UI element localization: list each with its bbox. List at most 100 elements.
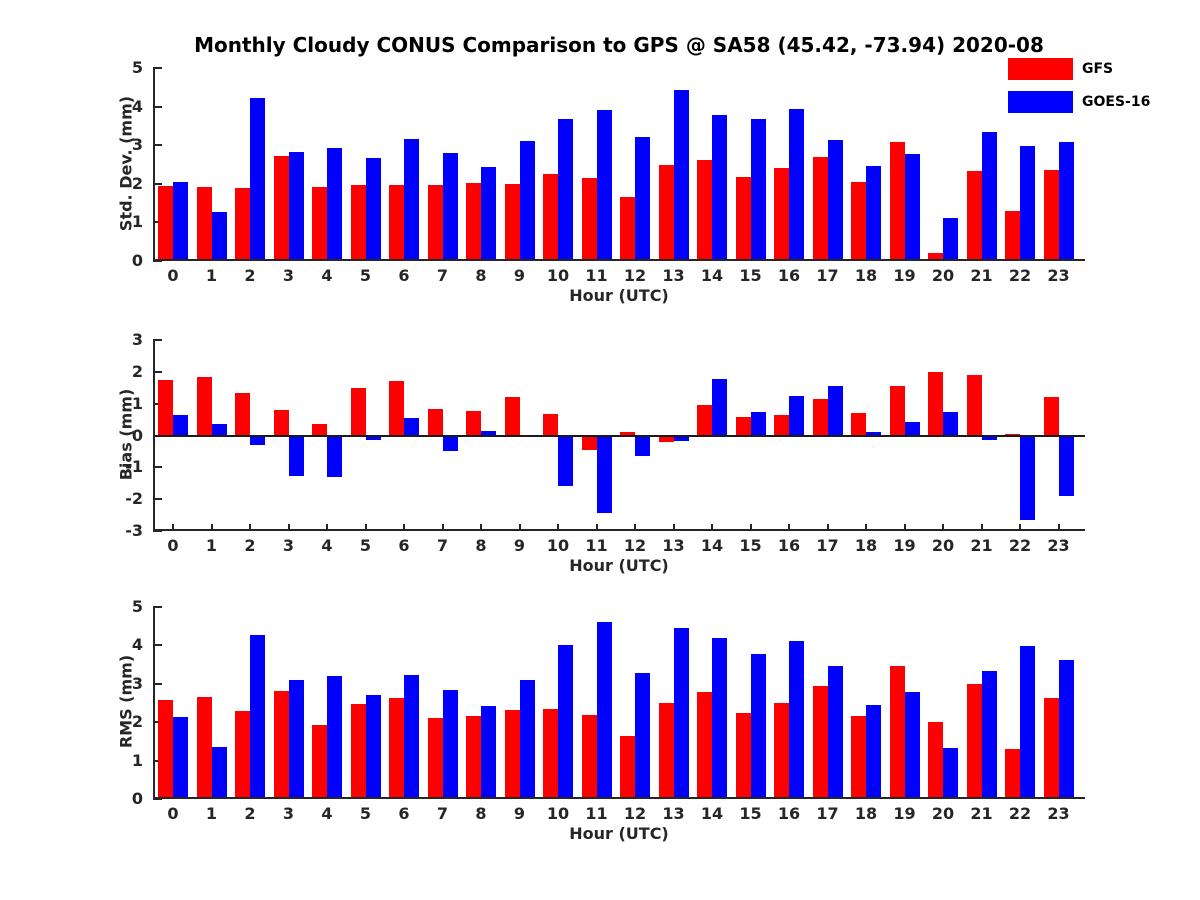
bar-gfs-h2: [235, 710, 250, 799]
xtick-mark: [326, 792, 328, 799]
bar-gfs-h4: [312, 724, 327, 799]
bar-gfs-h14: [697, 692, 712, 799]
bar-goes16-h18: [866, 166, 881, 261]
y-axis-spine: [153, 607, 155, 799]
bar-goes16-h9: [519, 679, 535, 799]
xtick-mark: [364, 524, 367, 531]
bar-goes16-h12: [635, 673, 650, 799]
xtick-label: 3: [282, 804, 295, 823]
xtick-mark: [364, 254, 367, 261]
bar-gfs-h3: [273, 156, 289, 261]
bar-goes16-h4: [327, 676, 342, 799]
xtick-label: 1: [205, 536, 218, 555]
xtick-mark: [942, 254, 944, 261]
bar-goes16-h17: [827, 140, 843, 261]
xtick-mark: [711, 254, 713, 261]
bar-goes16-h0: [173, 716, 188, 799]
xtick-mark: [441, 792, 444, 799]
xtick-mark: [595, 524, 598, 531]
xtick-mark: [1019, 792, 1021, 799]
bar-gfs-h11: [581, 178, 597, 261]
ytick-label: 4: [131, 635, 143, 655]
xtick-label: 12: [623, 266, 647, 285]
xtick-mark: [865, 524, 867, 531]
xtick-mark: [595, 792, 598, 799]
ytick-mark: [153, 434, 162, 437]
bar-gfs-h0: [158, 699, 173, 799]
xtick-mark: [287, 254, 290, 261]
bar-gfs-h12: [620, 432, 635, 436]
bar-gfs-h16: [774, 703, 789, 799]
ytick-mark: [153, 530, 162, 532]
xtick-label: 6: [398, 266, 410, 285]
xtick-mark: [595, 254, 598, 261]
bar-gfs-h20: [928, 371, 943, 436]
ytick-label: 1: [131, 212, 143, 232]
bar-gfs-h18: [851, 716, 866, 799]
ytick-mark: [153, 466, 162, 469]
xtick-mark: [826, 254, 829, 261]
ytick-label: 2: [131, 361, 143, 381]
bar-gfs-h9: [504, 397, 520, 436]
ytick-mark: [153, 182, 162, 185]
bar-goes16-h1: [211, 747, 227, 799]
xtick-mark: [749, 254, 752, 261]
zero-line: [153, 434, 1085, 437]
bar-gfs-h1: [196, 697, 212, 799]
xtick-label: 4: [321, 266, 333, 285]
xtick-mark: [711, 792, 713, 799]
bar-goes16-h22: [1020, 435, 1035, 520]
bar-gfs-h13: [658, 702, 674, 799]
bar-gfs-h9: [504, 709, 520, 799]
xtick-mark: [557, 792, 559, 799]
xtick-mark: [557, 254, 559, 261]
xtick-label: 14: [700, 536, 724, 555]
x-axis-label-bias: Hour (UTC): [569, 556, 669, 575]
bar-gfs-h13: [658, 435, 674, 442]
bar-goes16-h10: [558, 119, 573, 261]
xtick-label: 19: [893, 804, 916, 823]
xtick-mark: [287, 792, 290, 799]
xtick-label: 17: [816, 266, 839, 285]
bar-gfs-h2: [235, 393, 250, 436]
xtick-label: 20: [931, 804, 955, 823]
ytick-mark: [153, 721, 162, 724]
legend-item-gfs: GFS: [1008, 58, 1150, 80]
bar-gfs-h11: [581, 435, 597, 450]
bar-goes16-h12: [635, 435, 650, 456]
ytick-label: 0: [131, 789, 143, 808]
xtick-mark: [1019, 254, 1021, 261]
bar-gfs-h2: [235, 187, 250, 261]
xtick-label: 3: [282, 536, 295, 555]
bar-gfs-h0: [158, 379, 173, 436]
ytick-label: 3: [131, 135, 143, 155]
y-axis-spine: [153, 68, 155, 261]
xtick-label: 17: [816, 804, 839, 823]
xtick-label: 15: [739, 266, 762, 285]
bar-gfs-h0: [158, 185, 173, 261]
bar-goes16-h8: [481, 431, 496, 436]
ytick-mark: [153, 644, 162, 647]
xtick-mark: [903, 524, 906, 531]
ytick-label: 2: [131, 712, 143, 732]
bar-goes16-h11: [596, 110, 612, 261]
bar-goes16-h7: [442, 152, 458, 261]
bar-goes16-h4: [327, 148, 342, 261]
xtick-label: 6: [398, 804, 410, 823]
xtick-label: 20: [931, 536, 955, 555]
bar-goes16-h18: [866, 432, 881, 436]
xtick-mark: [249, 792, 251, 799]
bar-goes16-h14: [712, 115, 727, 261]
bar-goes16-h3: [288, 435, 304, 477]
xtick-label: 22: [1008, 536, 1032, 555]
legend-item-goes16: GOES-16: [1008, 91, 1150, 113]
xtick-mark: [980, 524, 983, 531]
ytick-mark: [153, 759, 162, 762]
bar-gfs-h7: [427, 717, 443, 799]
bar-gfs-h5: [350, 703, 366, 799]
xtick-mark: [172, 254, 174, 261]
bar-gfs-h16: [774, 167, 789, 261]
bar-gfs-h18: [851, 413, 866, 436]
ytick-label: 1: [131, 750, 143, 770]
